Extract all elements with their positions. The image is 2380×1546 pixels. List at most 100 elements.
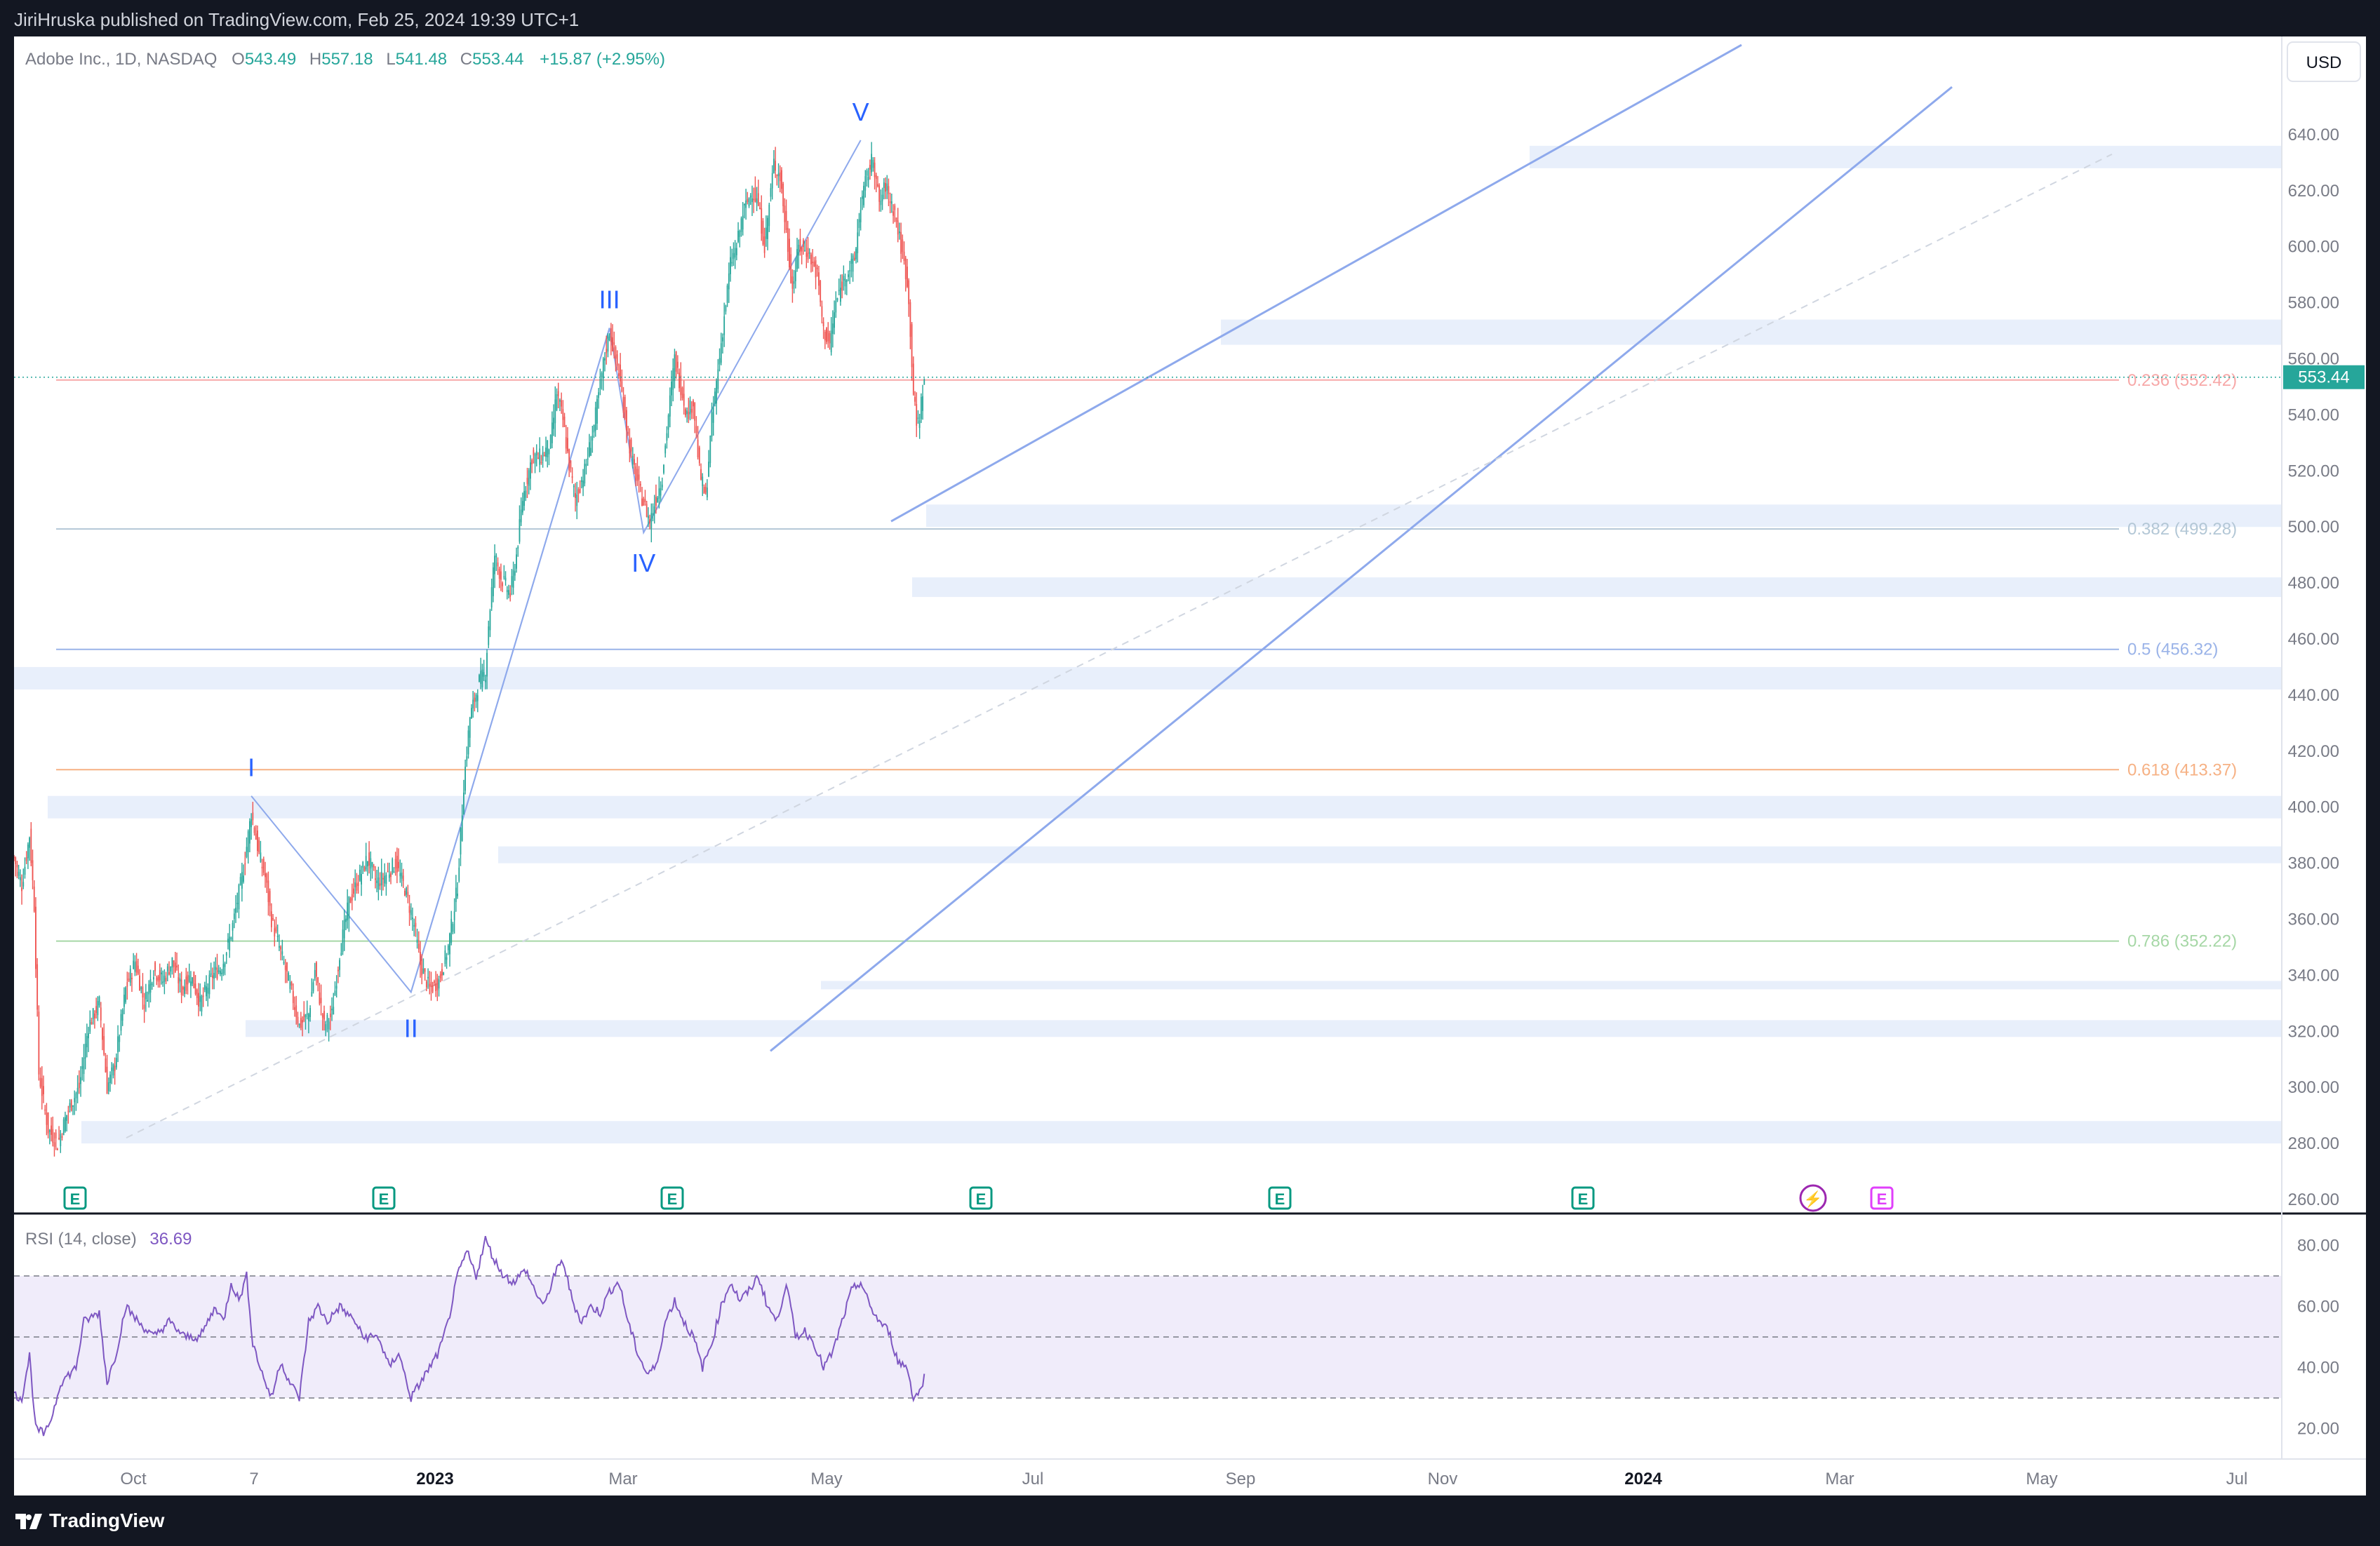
candle-body bbox=[695, 426, 697, 433]
earnings-event-icon[interactable] bbox=[1870, 1186, 1894, 1210]
sr-zone bbox=[821, 981, 2282, 990]
candle-body bbox=[434, 981, 435, 983]
channel-upper-line bbox=[890, 43, 1742, 523]
sr-zone bbox=[14, 666, 2282, 690]
candle-body bbox=[408, 906, 410, 913]
candle-body bbox=[716, 381, 718, 404]
candle-body bbox=[602, 358, 604, 379]
candle-body bbox=[166, 966, 168, 972]
price-tick-label: 500.00 bbox=[2288, 518, 2339, 537]
candle-body bbox=[585, 464, 587, 466]
candle-body bbox=[810, 254, 812, 264]
earnings-event-icon[interactable] bbox=[660, 1186, 684, 1210]
footer-brand[interactable]: TradingView bbox=[15, 1510, 164, 1532]
candle-body bbox=[486, 652, 488, 677]
candle-body bbox=[582, 480, 584, 488]
candle-body bbox=[781, 170, 782, 189]
candle-body bbox=[497, 562, 499, 567]
candle-body bbox=[835, 301, 837, 313]
candle-body bbox=[681, 387, 683, 398]
candle-body bbox=[309, 1008, 312, 1017]
earnings-event-icon[interactable] bbox=[969, 1186, 993, 1210]
candle-body bbox=[81, 1066, 83, 1069]
currency-button[interactable]: USD bbox=[2287, 41, 2361, 82]
candle-body bbox=[102, 1028, 103, 1040]
price-chart[interactable]: 0.236 (552.42) 0.382 (499.28) 0.5 (456.32)… bbox=[13, 36, 2366, 1495]
candle-body bbox=[890, 201, 893, 204]
candle-body bbox=[106, 1066, 108, 1094]
candle-body bbox=[455, 887, 457, 902]
candle-body bbox=[417, 943, 420, 950]
candle-body bbox=[731, 262, 733, 264]
dividend-event-icon[interactable] bbox=[1799, 1184, 1827, 1212]
candle-body bbox=[753, 199, 755, 201]
candle-body bbox=[139, 975, 140, 991]
earnings-event-icon[interactable] bbox=[372, 1186, 396, 1210]
candle-body bbox=[357, 882, 359, 887]
candle-body bbox=[641, 498, 643, 506]
candle-body bbox=[461, 815, 463, 841]
candle-body bbox=[644, 499, 646, 502]
candle-body bbox=[916, 403, 918, 426]
candle-body bbox=[559, 400, 561, 402]
candle-body bbox=[402, 875, 404, 881]
candle-body bbox=[133, 960, 135, 969]
candle-body bbox=[629, 439, 631, 454]
candle-body bbox=[504, 577, 507, 581]
candle-body bbox=[415, 922, 417, 927]
candle-body bbox=[396, 856, 398, 873]
candle-body bbox=[91, 1022, 93, 1025]
candle-body bbox=[857, 232, 859, 254]
earnings-event-icon[interactable] bbox=[63, 1186, 87, 1210]
legend-close: 553.44 bbox=[472, 50, 523, 69]
svg-text:RSI (14, close) 36.69: RSI (14, close) 36.69 bbox=[25, 1230, 192, 1249]
fib-label: 0.5 (456.32) bbox=[2127, 640, 2218, 659]
candle-body bbox=[331, 1008, 333, 1011]
candle-body bbox=[785, 210, 787, 230]
candle-body bbox=[474, 697, 476, 702]
candle-body bbox=[321, 1014, 323, 1018]
candle-body bbox=[326, 1014, 328, 1022]
candle-body bbox=[117, 1036, 119, 1052]
earnings-event-icon[interactable] bbox=[1268, 1186, 1292, 1210]
candle-body bbox=[75, 1093, 77, 1098]
legend-symbol: Adobe Inc., 1D, NASDAQ bbox=[25, 50, 217, 69]
price-tick-label: 340.00 bbox=[2288, 966, 2339, 985]
candle-body bbox=[483, 672, 485, 677]
candle-body bbox=[867, 177, 869, 181]
candle-body bbox=[39, 1077, 41, 1087]
candle-body bbox=[100, 1007, 102, 1021]
candle-body bbox=[36, 964, 39, 1010]
price-tick-label: 380.00 bbox=[2288, 854, 2339, 873]
candle-body bbox=[848, 274, 849, 278]
candle-body bbox=[13, 856, 15, 859]
event-label: E bbox=[1578, 1190, 1589, 1208]
candle-body bbox=[413, 925, 415, 927]
candle-body bbox=[671, 382, 672, 396]
candle-body bbox=[667, 415, 669, 430]
candle-body bbox=[207, 988, 209, 994]
candle-body bbox=[62, 1119, 65, 1136]
candle-body bbox=[354, 882, 356, 887]
candle-body bbox=[878, 185, 881, 202]
candle-body bbox=[816, 267, 818, 269]
candle-body bbox=[551, 422, 553, 443]
candle-body bbox=[812, 262, 814, 264]
legend-low: 541.48 bbox=[396, 50, 447, 69]
candle-body bbox=[103, 1036, 105, 1055]
candle-body bbox=[376, 880, 378, 883]
candle-body bbox=[21, 887, 22, 892]
time-tick-label: Jul bbox=[2226, 1470, 2248, 1488]
candle-body bbox=[366, 861, 368, 867]
candle-body bbox=[384, 875, 386, 884]
candle-body bbox=[19, 877, 21, 880]
candle-body bbox=[565, 437, 567, 449]
candle-body bbox=[142, 986, 144, 998]
candle-body bbox=[314, 969, 316, 979]
candle-body bbox=[120, 1014, 122, 1031]
time-tick-label: Oct bbox=[120, 1470, 147, 1488]
earnings-event-icon[interactable] bbox=[1571, 1186, 1595, 1210]
candle-body bbox=[398, 861, 399, 868]
candle-body bbox=[349, 898, 352, 903]
candle-body bbox=[897, 220, 899, 235]
